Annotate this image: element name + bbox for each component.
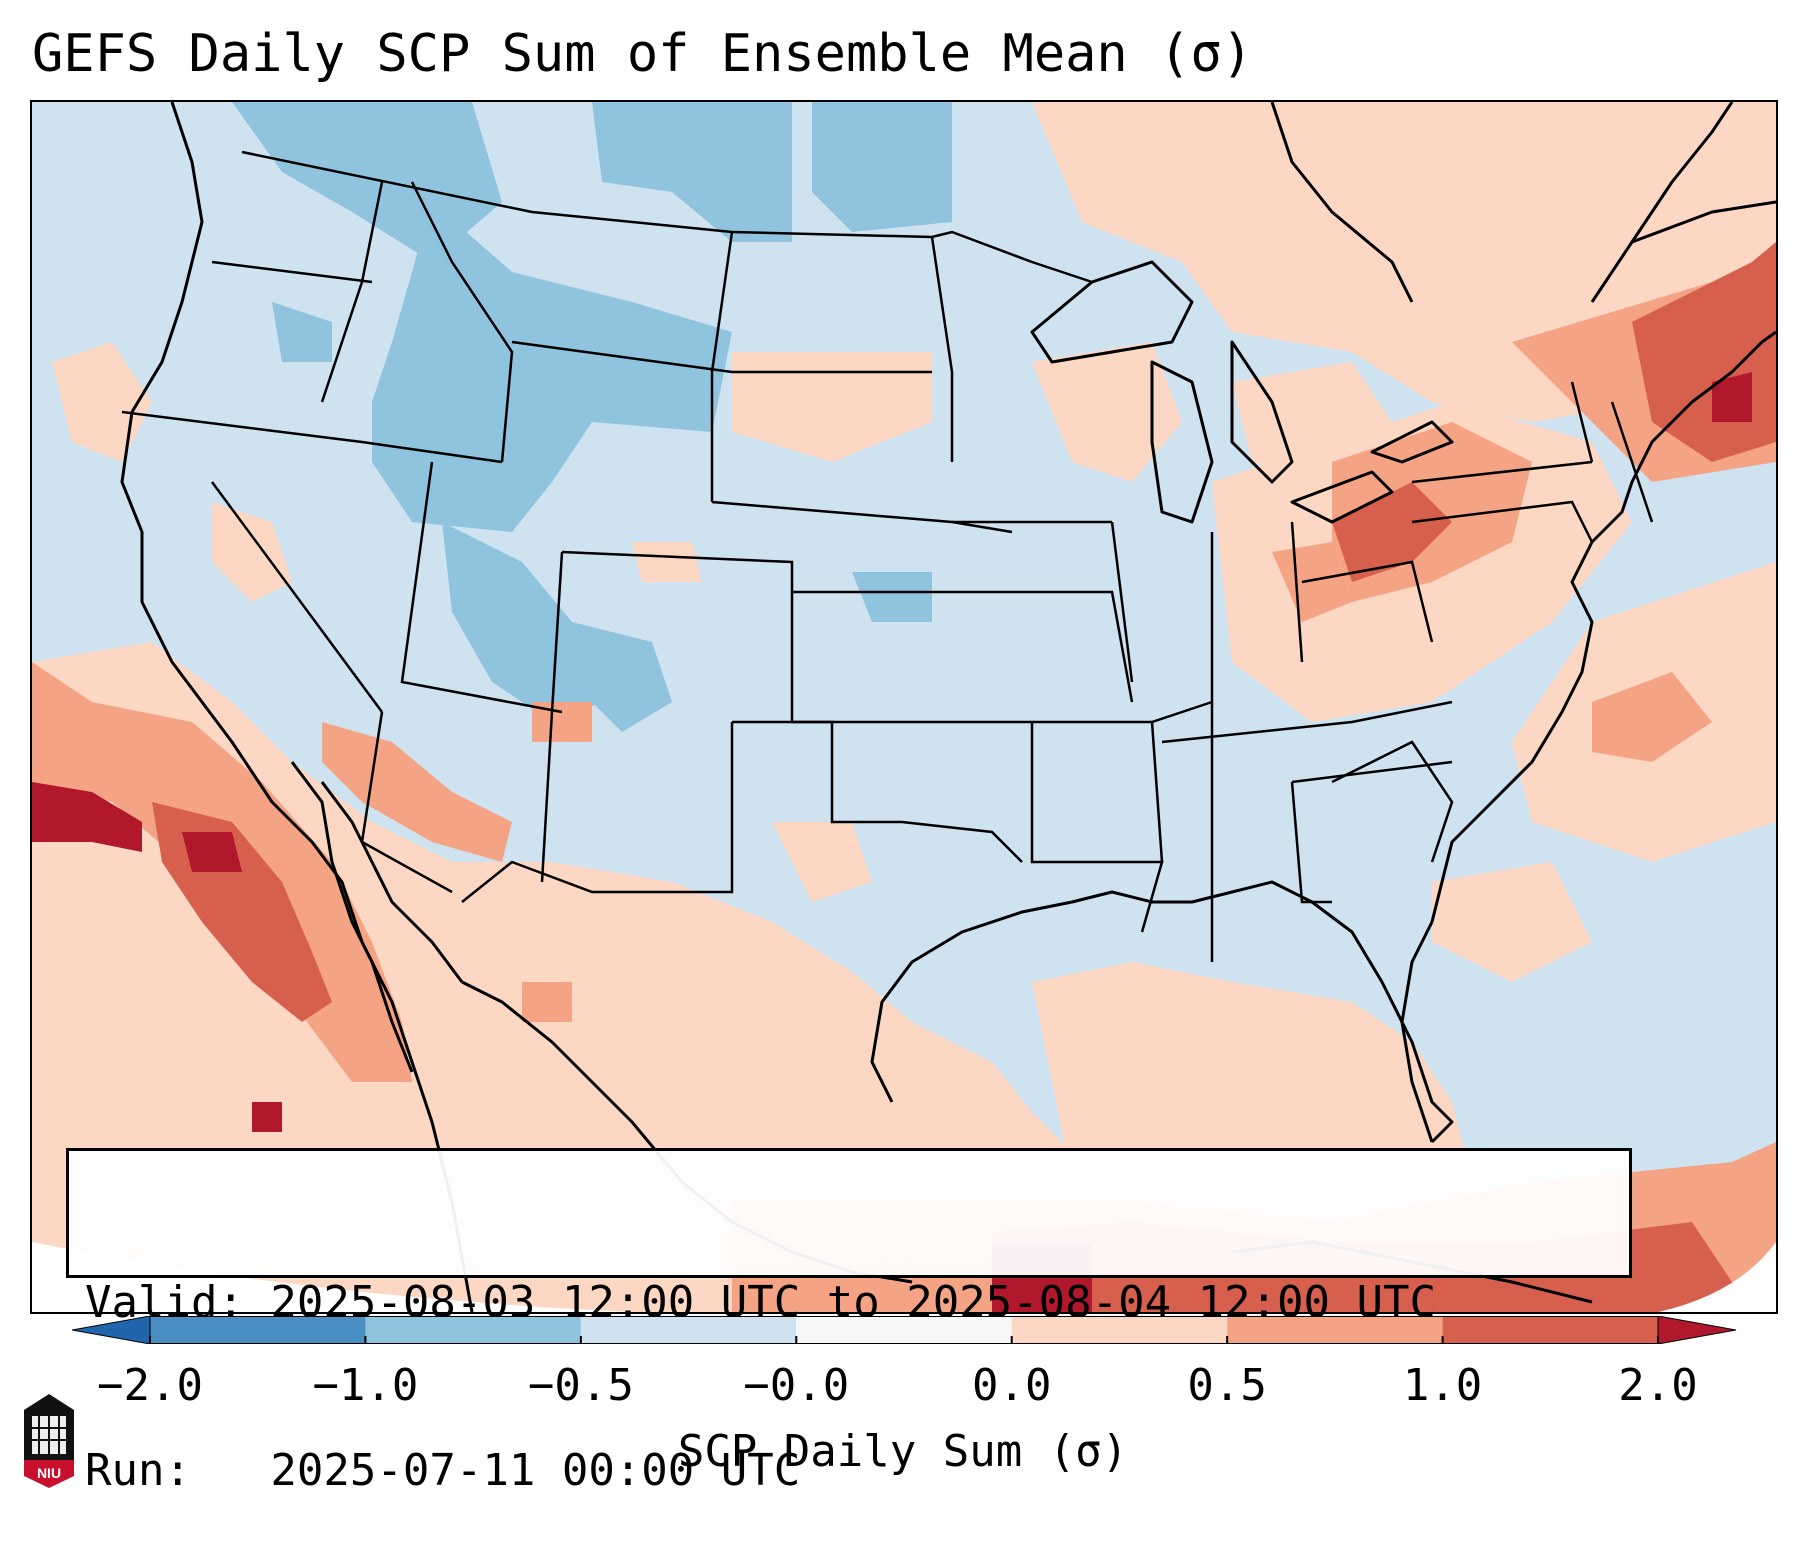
map-panel: [30, 100, 1778, 1314]
colorbar-extend-high: [1657, 1316, 1736, 1344]
outside-domain-mask-right: [1658, 1242, 1776, 1312]
colorbar-tick-label: 0.0: [971, 1360, 1052, 1411]
colorbar-tick-label: 0.5: [1187, 1360, 1267, 1411]
niu-logo-icon: NIU: [24, 1394, 74, 1488]
colorbar-extend-low: [72, 1316, 151, 1344]
colorbar-bin: [1442, 1316, 1658, 1344]
colorbar-bin: [796, 1316, 1012, 1344]
colorbar-bin: [1227, 1316, 1443, 1344]
colorbar-bin: [365, 1316, 581, 1344]
colorbar-tick-label: −1.0: [312, 1360, 419, 1411]
colorbar-tick-label: 2.0: [1618, 1360, 1698, 1411]
colorbar: [72, 1316, 1736, 1344]
logo-text: NIU: [37, 1465, 61, 1481]
outside-domain-mask: [32, 1242, 634, 1312]
colorbar-bin: [1011, 1316, 1228, 1344]
colorbar-bin: [150, 1316, 366, 1344]
colorbar-label: SCP Daily Sum (σ): [677, 1426, 1129, 1477]
colorbar-tick-label: −0.0: [743, 1360, 850, 1411]
colorbar-tick-label: 1.0: [1402, 1360, 1483, 1411]
map-svg: [32, 102, 1776, 1312]
valid-time-info-box: Valid: 2025-08-03 12:00 UTC to 2025-08-0…: [66, 1148, 1632, 1496]
colorbar-tick-label: −0.5: [527, 1360, 634, 1411]
colorbar-bin: [580, 1316, 797, 1344]
negative-anomaly-areas: [232, 102, 952, 732]
colorbar-tick-label: −2.0: [97, 1360, 203, 1411]
colorbar-frame: [149, 1316, 1659, 1344]
state-borders: [121, 150, 1654, 962]
run-time-line: Run: 2025-07-11 00:00 UTC: [85, 1445, 801, 1496]
chart-title: GEFS Daily SCP Sum of Ensemble Mean (σ): [32, 24, 1253, 84]
